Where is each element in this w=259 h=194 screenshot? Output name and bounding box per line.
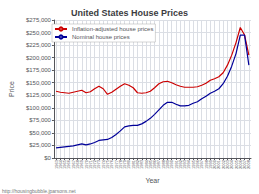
svg-text:$225,000: $225,000 [26, 42, 52, 48]
svg-text:1968: 1968 [75, 160, 80, 169]
svg-text:2001: 2001 [216, 160, 222, 169]
svg-text:1982: 1982 [135, 160, 140, 169]
svg-text:1985: 1985 [147, 160, 153, 169]
svg-text:2003: 2003 [224, 160, 230, 169]
svg-text:1987: 1987 [156, 160, 162, 169]
svg-text:$150,000: $150,000 [26, 80, 52, 86]
svg-text:Year: Year [145, 177, 160, 184]
svg-text:$25,000: $25,000 [29, 142, 51, 148]
svg-text:$175,000: $175,000 [26, 67, 52, 73]
svg-text:1978: 1978 [117, 160, 123, 169]
svg-text:2008: 2008 [246, 159, 251, 169]
svg-text:1993: 1993 [182, 160, 188, 169]
svg-text:1966: 1966 [66, 160, 72, 169]
svg-text:1995: 1995 [190, 160, 196, 169]
svg-text:1994: 1994 [186, 160, 192, 169]
svg-text:1974: 1974 [100, 160, 106, 169]
svg-text:$275,000: $275,000 [26, 17, 52, 23]
svg-text:1986: 1986 [152, 160, 158, 169]
svg-text:1963: 1963 [53, 160, 59, 169]
svg-text:Nominal house prices: Nominal house prices [72, 34, 130, 40]
svg-text:1996: 1996 [194, 160, 200, 169]
svg-text:2007: 2007 [242, 160, 248, 169]
svg-text:1970: 1970 [83, 160, 89, 169]
svg-text:Price: Price [8, 81, 15, 97]
svg-text:$125,000: $125,000 [26, 92, 52, 98]
svg-text:2006: 2006 [237, 160, 243, 169]
svg-text:1977: 1977 [113, 160, 119, 169]
svg-text:2000: 2000 [212, 160, 218, 169]
svg-text:1983: 1983 [139, 160, 145, 169]
svg-text:1972: 1972 [92, 160, 98, 169]
svg-text:1997: 1997 [199, 160, 205, 169]
svg-text:1964: 1964 [57, 160, 63, 169]
svg-text:2004: 2004 [229, 160, 235, 169]
svg-text:1981: 1981 [130, 160, 136, 169]
svg-text:Inflation-adjusted house price: Inflation-adjusted house prices [72, 26, 153, 32]
svg-text:$200,000: $200,000 [26, 55, 52, 61]
svg-text:1988: 1988 [160, 160, 166, 169]
svg-text:1990: 1990 [169, 160, 175, 169]
svg-text:http://housingbubble.jparsons.: http://housingbubble.jparsons.net [2, 188, 76, 194]
svg-text:2002: 2002 [220, 160, 226, 169]
svg-text:1967: 1967 [70, 160, 76, 169]
svg-text:$0: $0 [44, 155, 51, 161]
svg-text:1971: 1971 [87, 160, 93, 169]
svg-text:1989: 1989 [165, 160, 170, 169]
svg-text:$75,000: $75,000 [29, 117, 51, 123]
svg-text:1969: 1969 [79, 160, 85, 169]
svg-text:1991: 1991 [173, 160, 179, 169]
svg-text:$50,000: $50,000 [29, 130, 51, 136]
svg-text:1975: 1975 [105, 160, 110, 169]
svg-text:1984: 1984 [143, 160, 149, 169]
svg-text:1999: 1999 [207, 160, 213, 169]
svg-text:1965: 1965 [62, 160, 68, 169]
svg-text:1979: 1979 [122, 160, 128, 169]
svg-text:1980: 1980 [126, 160, 132, 169]
svg-text:1998: 1998 [203, 160, 209, 169]
svg-text:1992: 1992 [177, 160, 183, 169]
svg-text:1976: 1976 [109, 160, 115, 169]
svg-text:United States House Prices: United States House Prices [71, 8, 188, 18]
svg-text:$250,000: $250,000 [26, 30, 52, 36]
svg-text:1973: 1973 [96, 160, 102, 169]
svg-text:$100,000: $100,000 [26, 105, 52, 111]
svg-text:2005: 2005 [233, 160, 239, 169]
